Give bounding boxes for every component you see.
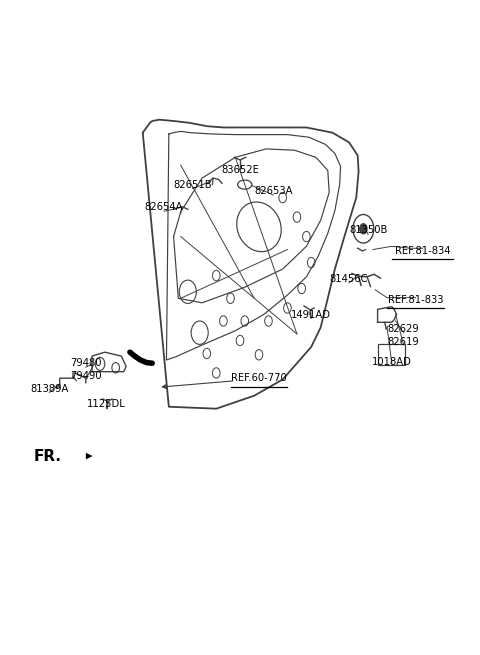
Text: REF.81-833: REF.81-833 — [388, 295, 444, 305]
Text: 81389A: 81389A — [30, 384, 69, 394]
Text: 79490: 79490 — [70, 371, 102, 381]
Text: 1018AD: 1018AD — [372, 357, 412, 367]
Circle shape — [360, 223, 367, 234]
Text: 1491AD: 1491AD — [291, 310, 331, 320]
Text: 79480: 79480 — [70, 358, 102, 368]
Text: 83652E: 83652E — [221, 165, 259, 176]
Text: 81456C: 81456C — [330, 274, 368, 284]
Text: REF.60-770: REF.60-770 — [231, 373, 287, 383]
Text: 82651B: 82651B — [173, 179, 212, 189]
Text: 82654A: 82654A — [145, 202, 183, 212]
Text: 1125DL: 1125DL — [87, 399, 126, 409]
Text: 82619: 82619 — [388, 337, 420, 346]
Text: 82653A: 82653A — [254, 186, 292, 196]
FancyBboxPatch shape — [378, 344, 405, 365]
Text: REF.81-834: REF.81-834 — [395, 246, 450, 256]
Text: 82629: 82629 — [388, 324, 420, 334]
Text: FR.: FR. — [34, 449, 62, 464]
Text: 81350B: 81350B — [349, 225, 387, 235]
